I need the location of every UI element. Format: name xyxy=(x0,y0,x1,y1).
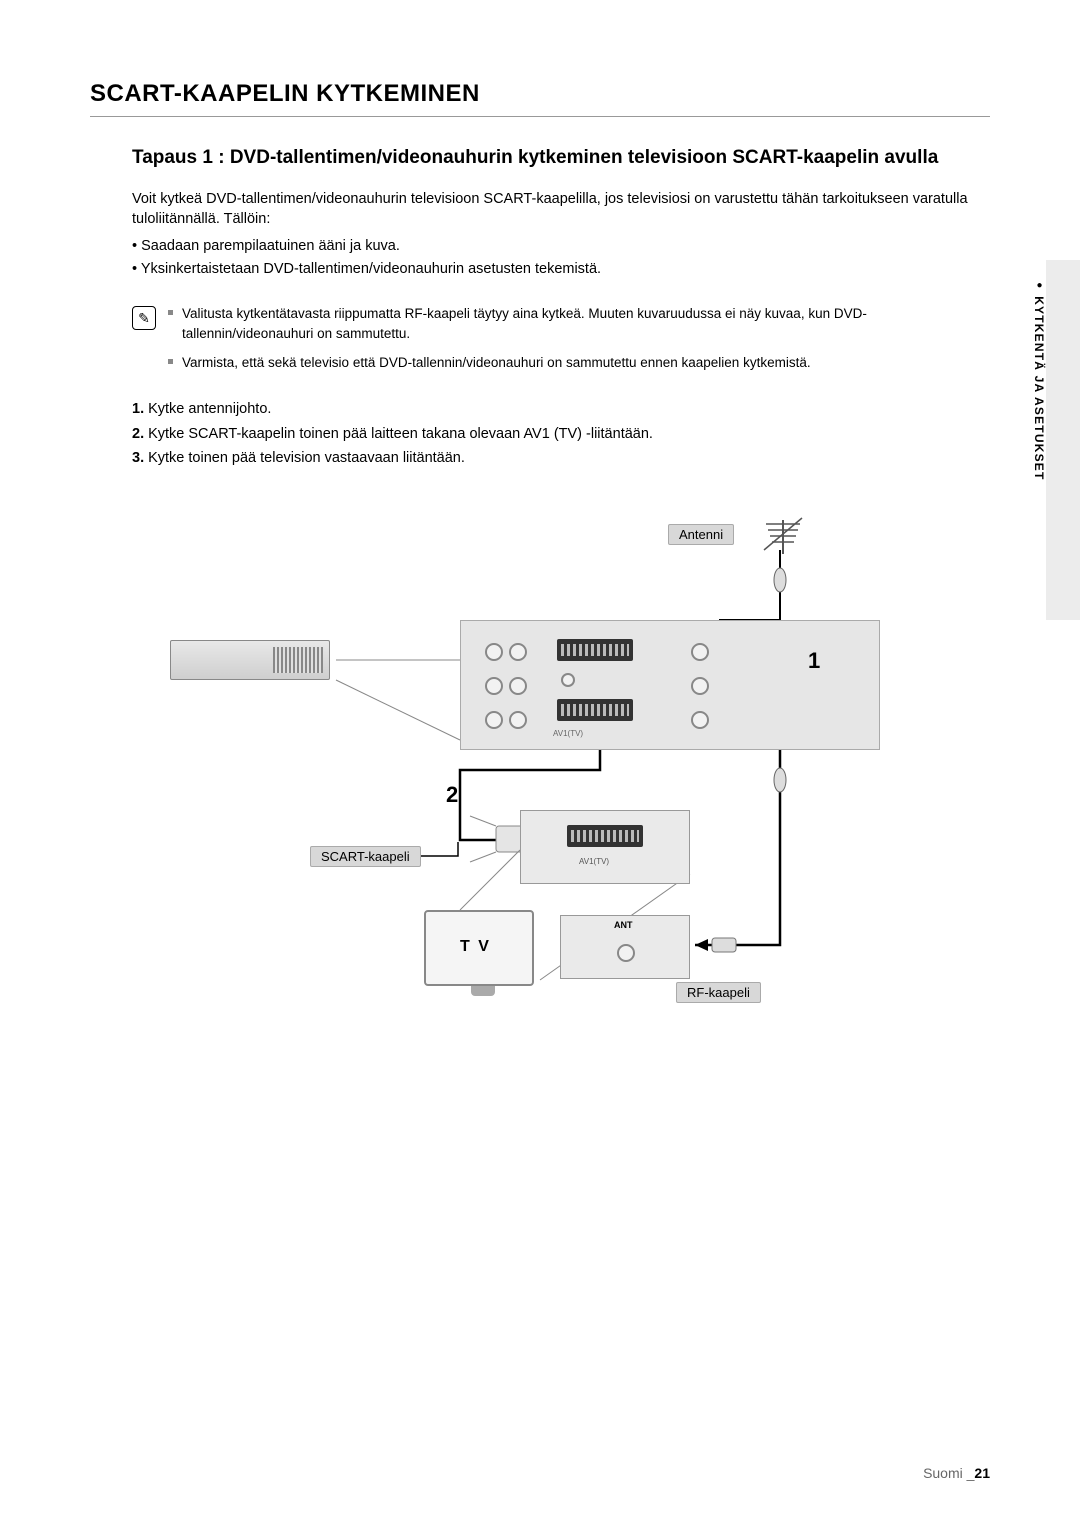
recorder-back-panel: AV1(TV) xyxy=(460,620,880,750)
antenna-label: Antenni xyxy=(668,524,734,545)
ant-port xyxy=(691,677,709,695)
antenna-icon xyxy=(760,514,806,554)
step-item: 1.Kytke antennijohto. xyxy=(132,397,990,422)
ant-label: ANT xyxy=(614,920,633,930)
marker-2: 2 xyxy=(436,780,468,810)
port-label: AV1(TV) xyxy=(579,857,609,866)
av-port xyxy=(509,677,527,695)
dvd-recorder-icon xyxy=(170,640,330,680)
av-port xyxy=(485,643,503,661)
connection-diagram: AV1(TV) AV1(TV) Antenni 1 2 SCART-kaapel… xyxy=(160,520,920,1040)
footer-language: Suomi _ xyxy=(923,1465,974,1481)
tv-label: T V xyxy=(460,938,491,956)
ant-port xyxy=(617,944,635,962)
ant-port xyxy=(691,643,709,661)
scart-cable-label: SCART-kaapeli xyxy=(310,846,421,867)
diagram-wires xyxy=(160,520,920,1040)
note-item: Valitusta kytkentätavasta riippumatta RF… xyxy=(168,304,990,343)
note-icon: ✎ xyxy=(132,306,156,330)
ant-port xyxy=(691,711,709,729)
av-port xyxy=(485,677,503,695)
list-item: Saadaan parempilaatuinen ääni ja kuva. xyxy=(132,235,990,257)
benefit-list: Saadaan parempilaatuinen ääni ja kuva. Y… xyxy=(132,235,990,280)
av-port xyxy=(485,711,503,729)
note-block: ✎ Valitusta kytkentätavasta riippumatta … xyxy=(132,304,990,383)
page-number: 21 xyxy=(974,1465,990,1481)
side-tab xyxy=(1046,260,1080,620)
intro-text: Voit kytkeä DVD-tallentimen/videonauhuri… xyxy=(132,189,990,230)
page-footer: Suomi _21 xyxy=(923,1465,990,1481)
rf-cable-label: RF-kaapeli xyxy=(676,982,761,1003)
scart-port xyxy=(557,699,633,721)
case-heading: Tapaus 1 : DVD-tallentimen/videonauhurin… xyxy=(132,145,990,171)
scart-port xyxy=(557,639,633,661)
note-item: Varmista, että sekä televisio että DVD-t… xyxy=(168,353,990,373)
list-item: Yksinkertaistetaan DVD-tallentimen/video… xyxy=(132,258,990,280)
port xyxy=(561,673,575,687)
step-item: 2.Kytke SCART-kaapelin toinen pää laitte… xyxy=(132,422,990,447)
port-label: AV1(TV) xyxy=(553,729,583,738)
tv-scart-panel: AV1(TV) xyxy=(520,810,690,884)
marker-1: 1 xyxy=(798,646,830,676)
av-port xyxy=(509,643,527,661)
page-title: SCART-KAAPELIN KYTKEMINEN xyxy=(90,80,990,117)
av-port xyxy=(509,711,527,729)
step-item: 3.Kytke toinen pää television vastaavaan… xyxy=(132,446,990,471)
step-list: 1.Kytke antennijohto. 2.Kytke SCART-kaap… xyxy=(132,397,990,471)
scart-port xyxy=(567,825,643,847)
section-side-label: KYTKENTÄ JA ASETUKSET xyxy=(1032,280,1046,481)
